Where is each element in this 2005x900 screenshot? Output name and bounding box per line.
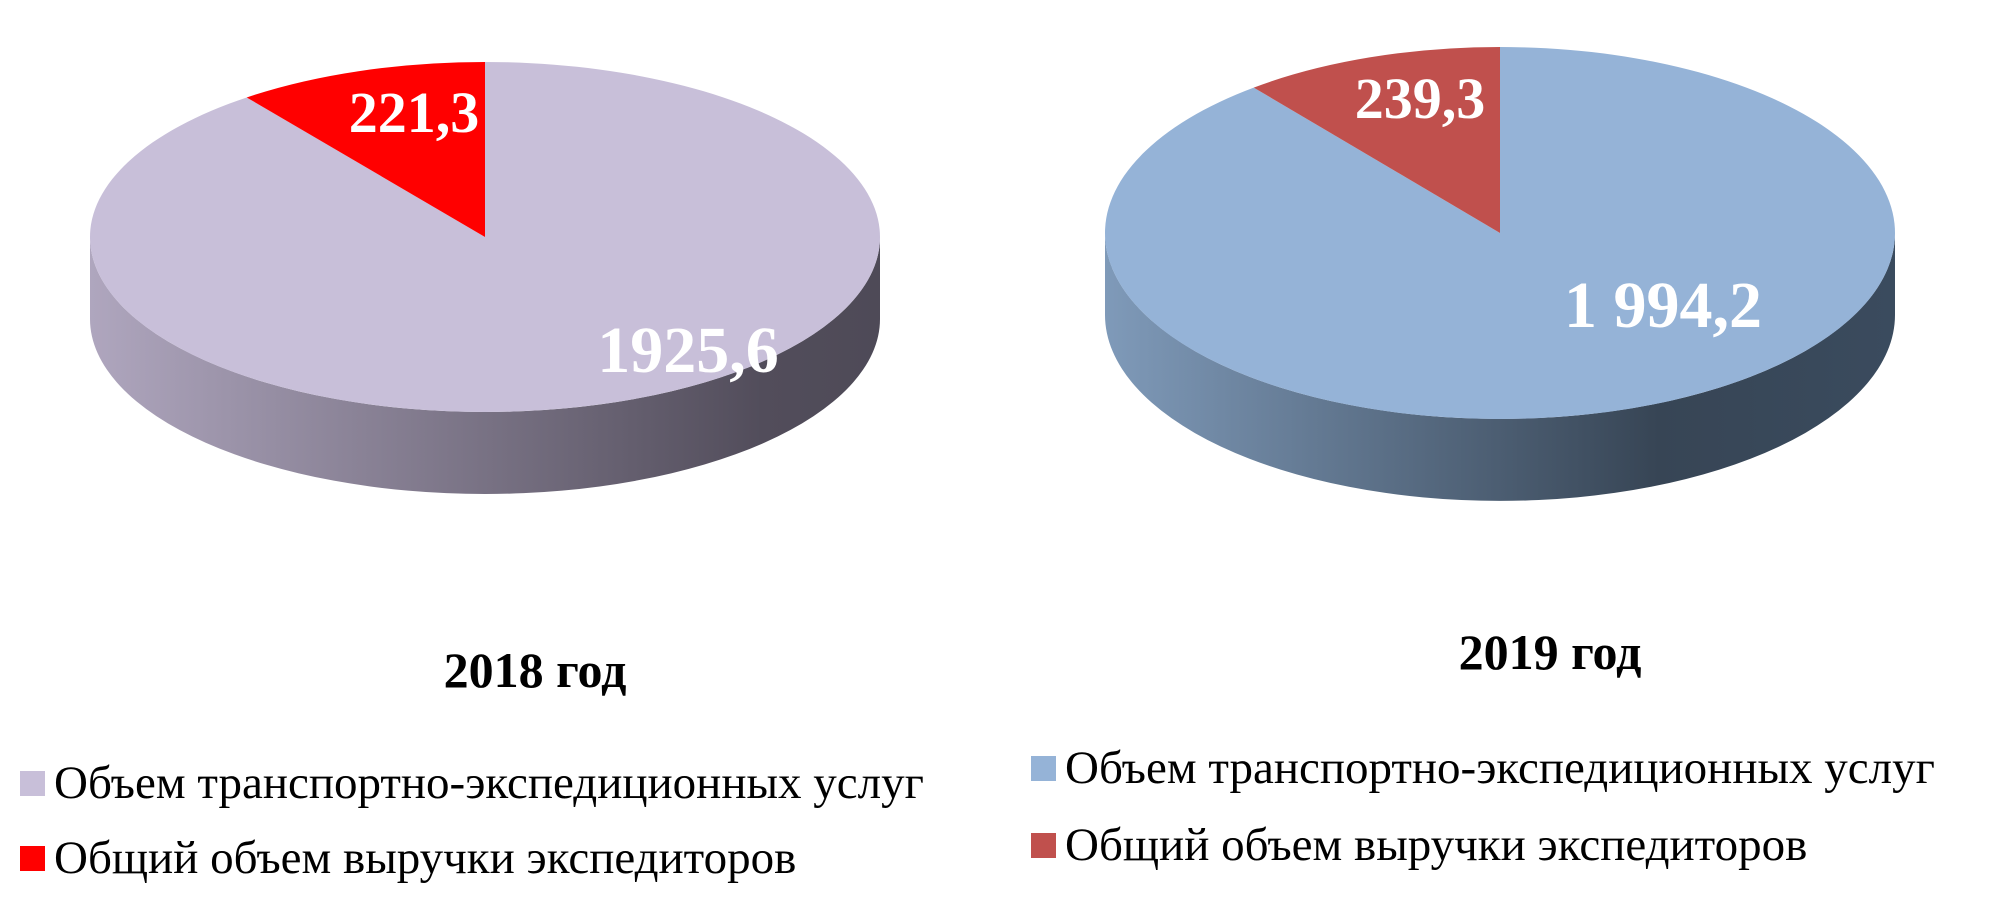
legend-item-forwarder-revenue: Общий объем выручки экспедиторов [20, 835, 924, 882]
pie-2019: 1 994,2 239,3 2019 год [1105, 47, 1895, 680]
legend-swatch-transport-services [20, 771, 45, 796]
legend-item-transport-services: Объем транспортно-экспедиционных услуг [20, 760, 924, 807]
pie-2019-slice-forwarder-revenue [1253, 47, 1500, 233]
pie-2018-title: 2018 год [444, 642, 627, 698]
legend-label-forwarder-revenue: Общий объем выручки экспедиторов [1065, 819, 1808, 871]
legend-label-forwarder-revenue: Общий объем выручки экспедиторов [54, 832, 797, 884]
pie-2018: 1925,6 221,3 2018 год [90, 62, 881, 698]
legend-item-transport-services: Объем транспортно-экспедиционных услуг [1031, 745, 1935, 792]
pie-2019-side [1105, 233, 1895, 501]
pie-2018-side [90, 237, 880, 494]
pie-2018-label-transport-services: 1925,6 [597, 314, 779, 387]
legend-swatch-forwarder-revenue [1031, 833, 1056, 858]
legend-2019: Объем транспортно-экспедиционных услуг О… [1031, 745, 1935, 869]
legend-swatch-transport-services [1031, 756, 1056, 781]
pie-2018-slice-forwarder-revenue [246, 62, 485, 237]
legend-label-transport-services: Объем транспортно-экспедиционных услуг [1065, 742, 1935, 794]
legend-swatch-forwarder-revenue [20, 846, 45, 871]
pie-2019-label-forwarder-revenue: 239,3 [1355, 66, 1486, 131]
legend-2018: Объем транспортно-экспедиционных услуг О… [20, 760, 924, 882]
pie-2019-label-transport-services: 1 994,2 [1564, 269, 1762, 342]
pie-2019-title: 2019 год [1459, 624, 1642, 680]
pie-2018-label-forwarder-revenue: 221,3 [349, 80, 480, 145]
legend-item-forwarder-revenue: Общий объем выручки экспедиторов [1031, 822, 1935, 869]
legend-label-transport-services: Объем транспортно-экспедиционных услуг [54, 757, 924, 809]
